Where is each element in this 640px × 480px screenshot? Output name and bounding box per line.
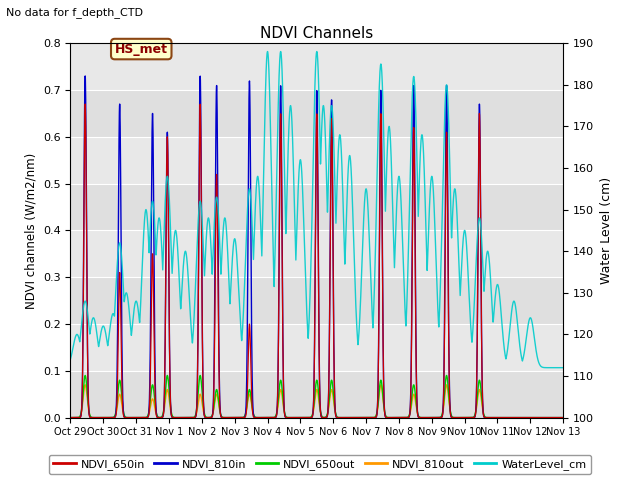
Y-axis label: NDVI channels (W/m2/nm): NDVI channels (W/m2/nm) [24, 152, 37, 309]
Bar [70, 230, 563, 277]
Text: HS_met: HS_met [115, 43, 168, 56]
Bar [70, 324, 563, 371]
Title: NDVI Channels: NDVI Channels [260, 25, 373, 41]
Bar [70, 277, 563, 324]
Bar [70, 371, 563, 418]
Legend: NDVI_650in, NDVI_810in, NDVI_650out, NDVI_810out, WaterLevel_cm: NDVI_650in, NDVI_810in, NDVI_650out, NDV… [49, 455, 591, 474]
Bar [70, 183, 563, 230]
Text: No data for f_depth_CTD: No data for f_depth_CTD [6, 7, 143, 18]
Bar [70, 43, 563, 90]
Bar [70, 90, 563, 137]
Bar [70, 137, 563, 184]
Y-axis label: Water Level (cm): Water Level (cm) [600, 177, 612, 284]
